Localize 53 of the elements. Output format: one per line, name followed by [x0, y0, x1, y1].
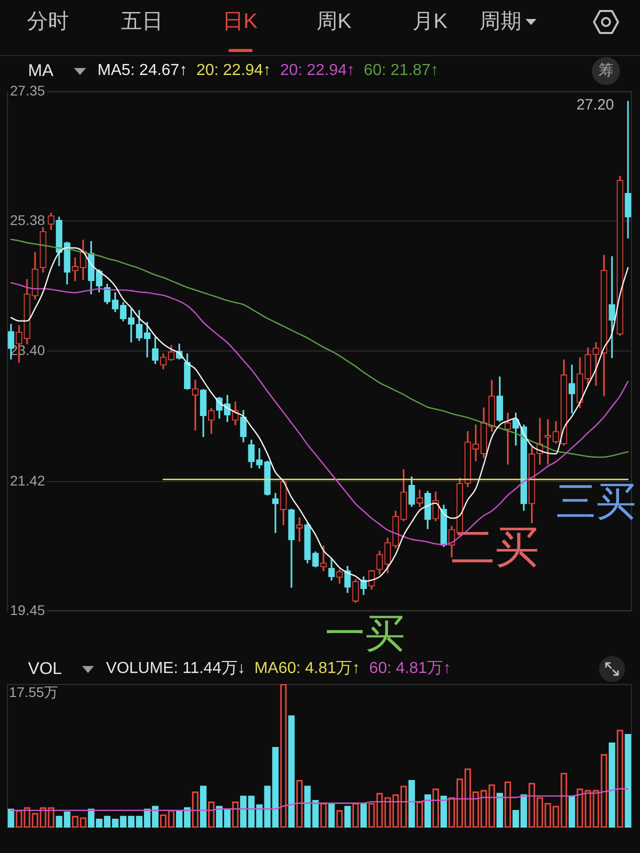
circle-button: 筹 — [592, 57, 620, 85]
bar — [360, 802, 367, 828]
annotation: 17.55万 — [9, 684, 58, 700]
bar — [64, 811, 70, 828]
bar — [216, 806, 223, 828]
bar — [328, 802, 335, 828]
y-tick-label: 25.38 — [10, 212, 46, 228]
bar — [256, 804, 263, 828]
text: 60: 21.87↑ — [364, 61, 439, 81]
legend-label: MA60: 4.81万↑ — [254, 659, 360, 679]
bar — [264, 786, 271, 828]
y-tick-label: 19.45 — [10, 602, 46, 618]
bar — [104, 816, 110, 828]
bar — [496, 792, 504, 828]
bar — [424, 794, 432, 828]
text: 月K — [412, 9, 448, 35]
bar — [624, 734, 632, 828]
candlestick — [608, 256, 616, 358]
annotation: 三买 — [556, 480, 636, 524]
bar — [312, 800, 319, 828]
candlestick — [296, 517, 303, 542]
bar — [440, 796, 448, 828]
candlestick — [624, 100, 632, 238]
text: 周期 — [480, 9, 522, 35]
bar — [304, 786, 311, 828]
bar — [568, 796, 576, 828]
bar — [56, 816, 62, 828]
candlestick — [272, 492, 279, 534]
text: MA5: 24.67↑ — [98, 61, 188, 81]
text: MA — [28, 61, 54, 81]
text: 60: 4.81万↑ — [369, 659, 451, 679]
text: 日K — [222, 9, 258, 35]
bar — [224, 808, 231, 828]
text: VOLUME: 11.44万↓ — [106, 659, 246, 679]
y-tick-label: 21.42 — [10, 472, 46, 488]
bar — [288, 715, 295, 828]
bar — [200, 786, 207, 828]
bar — [344, 806, 351, 828]
bar — [608, 742, 616, 828]
annotation: 27.20 — [576, 96, 614, 114]
text: 五日 — [121, 9, 163, 35]
text: 20: 22.94↑ — [280, 61, 355, 81]
line-series — [10, 238, 629, 458]
text: 周K — [316, 9, 352, 35]
legend-label: 20: 22.94↑ — [196, 61, 272, 81]
text: 分时 — [27, 9, 69, 35]
text: VOL — [28, 659, 62, 679]
y-tick-label: 27.35 — [10, 82, 46, 98]
text: 一买 — [325, 612, 405, 656]
bar — [248, 796, 255, 828]
bar — [272, 746, 279, 828]
bar — [408, 780, 415, 828]
bar — [240, 796, 247, 828]
